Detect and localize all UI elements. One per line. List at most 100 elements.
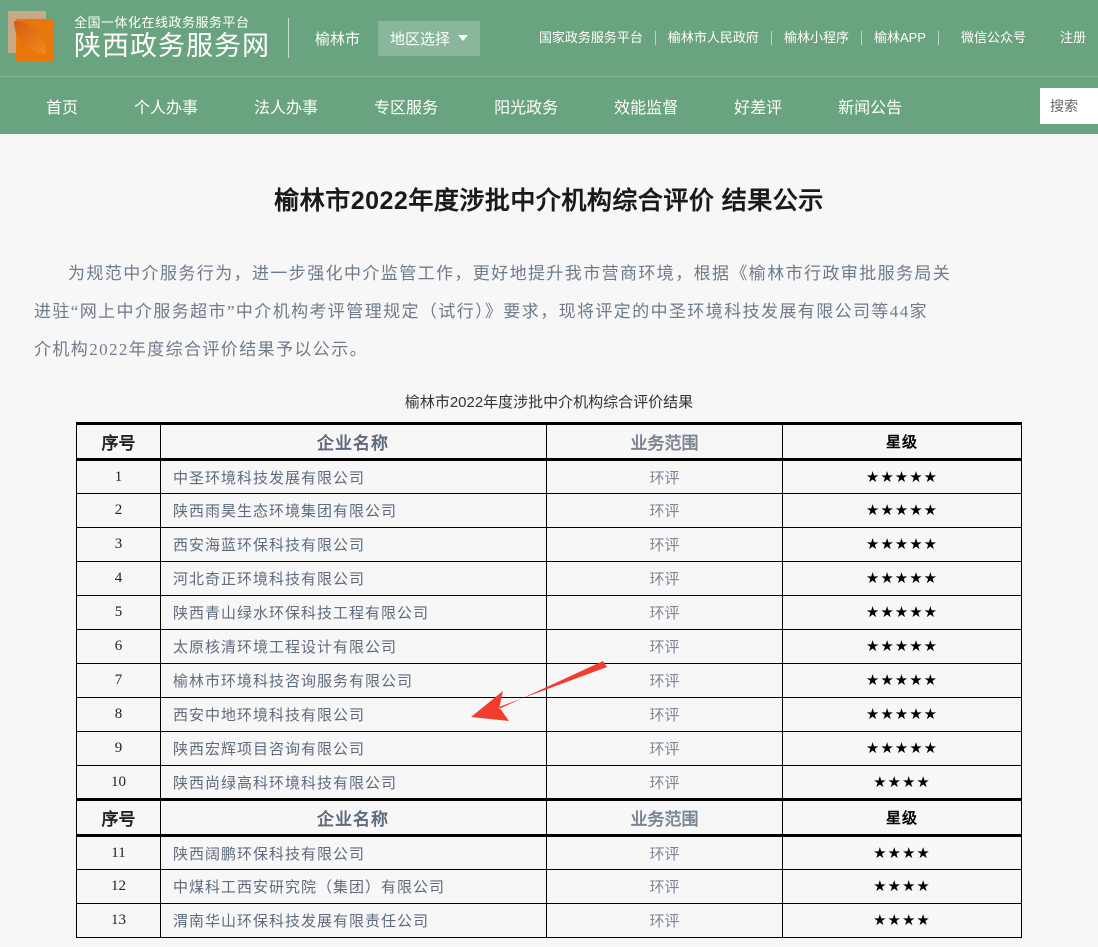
cell-no: 13: [76, 903, 161, 938]
leaf-squares-logo-icon: [4, 7, 62, 69]
cell-company-name: 陕西尚绿高科环境科技有限公司: [160, 765, 547, 801]
cell-stars: ★★★★: [782, 869, 1022, 904]
table-caption: 榆林市2022年度涉批中介机构综合评价结果: [404, 394, 694, 411]
table-row[interactable]: 6 太原核清环境工程设计有限公司 环评 ★★★★★: [76, 629, 1022, 664]
nav-item-sunshine-gov[interactable]: 阳光政务: [494, 99, 559, 117]
cell-no: 2: [76, 493, 161, 528]
table-row[interactable]: 12 中煤科工西安研究院（集团）有限公司 环评 ★★★★: [76, 869, 1022, 904]
table-row[interactable]: 7 榆林市环境科技咨询服务有限公司 环评 ★★★★★: [76, 663, 1022, 698]
cell-no: 7: [76, 663, 161, 698]
table-row[interactable]: 5 陕西青山绿水环保科技工程有限公司 环评 ★★★★★: [76, 595, 1022, 630]
top-link-mini-program[interactable]: 榆林小程序: [772, 30, 862, 46]
cell-scope: 环评: [546, 903, 783, 938]
region-select-button[interactable]: 地区选择: [378, 20, 481, 56]
cell-no: 6: [76, 629, 161, 664]
cell-company-name: 陕西宏辉项目咨询有限公司: [160, 731, 547, 766]
current-city-label: 榆林市: [315, 30, 361, 48]
table-row[interactable]: 11 陕西阔鹏环保科技有限公司 环评 ★★★★: [76, 835, 1022, 870]
cell-company-name: 太原核清环境工程设计有限公司: [160, 629, 547, 664]
cell-scope: 环评: [546, 765, 783, 801]
top-link-city-government[interactable]: 榆林市人民政府: [656, 30, 772, 46]
nav-item-efficiency[interactable]: 效能监督: [614, 99, 679, 117]
cell-no: 3: [76, 527, 161, 562]
main-navigation: 首页 个人办事 法人办事 专区服务 阳光政务 效能监督 好差评 新闻公告: [0, 76, 1098, 134]
cell-scope: 环评: [546, 629, 783, 664]
brand-block[interactable]: 全国一体化在线政务服务平台 陕西政务服务网: [0, 7, 270, 69]
nav-item-zone-service[interactable]: 专区服务: [374, 99, 439, 117]
table-row[interactable]: 2 陕西雨昊生态环境集团有限公司 环评 ★★★★★: [76, 493, 1022, 528]
top-link-register[interactable]: 注册: [1059, 29, 1086, 45]
cell-scope: 环评: [546, 663, 783, 698]
cell-scope: 环评: [546, 561, 783, 596]
body-paragraph-line-1: 为规范中介服务行为，进一步强化中介监管工作，更好地提升我市营商环境，根据《榆林市…: [68, 264, 952, 283]
page-title: 榆林市2022年度涉批中介机构综合评价 结果公示: [274, 187, 824, 215]
table-header-row: 序号 企业名称 业务范围 星级: [76, 422, 1022, 461]
cell-company-name: 中煤科工西安研究院（集团）有限公司: [160, 869, 547, 904]
cell-no: 9: [76, 731, 161, 766]
cell-scope: 环评: [546, 697, 783, 732]
column-header-scope: 业务范围: [546, 799, 783, 837]
top-link-app[interactable]: 榆林APP: [862, 30, 939, 46]
cell-stars: ★★★★★: [782, 561, 1022, 596]
cell-no: 11: [76, 835, 161, 870]
search-input[interactable]: [1040, 88, 1098, 124]
cell-stars: ★★★★★: [782, 697, 1022, 732]
cell-stars: ★★★★★: [782, 629, 1022, 664]
header-divider: [288, 18, 289, 58]
table-row[interactable]: 4 河北奇正环境科技有限公司 环评 ★★★★★: [76, 561, 1022, 596]
table-header-repeat: 序号 企业名称 业务范围 星级: [76, 799, 1022, 837]
table-body-part-2: 11 陕西阔鹏环保科技有限公司 环评 ★★★★ 12 中煤科工西安研究院（集团）有限公司环…: [76, 835, 1022, 938]
nav-item-legal-person[interactable]: 法人办事: [254, 99, 319, 117]
column-header-scope: 业务范围: [546, 422, 783, 461]
region-select-label: 地区选择: [390, 30, 451, 48]
top-link-wechat-official[interactable]: 微信公众号: [960, 29, 1026, 45]
cell-stars: ★★★★★: [782, 663, 1022, 698]
cell-scope: 环评: [546, 595, 783, 630]
table-head: 序号 企业名称 业务范围 星级: [76, 422, 1022, 461]
table-row[interactable]: 13 渭南华山环保科技发展有限责任公司 环评 ★★★★: [76, 903, 1022, 938]
cell-stars: ★★★★★: [782, 731, 1022, 766]
cell-company-name: 榆林市环境科技咨询服务有限公司: [160, 663, 547, 698]
nav-item-personal[interactable]: 个人办事: [134, 99, 199, 117]
chevron-down-icon: [458, 35, 469, 41]
site-header: 全国一体化在线政务服务平台 陕西政务服务网 榆林市 地区选择 国家政务服务平台 …: [0, 0, 1098, 76]
column-header-company: 企业名称: [160, 422, 547, 461]
cell-scope: 环评: [546, 493, 783, 528]
table-row[interactable]: 10 陕西尚绿高科环境科技有限公司 环评 ★★★★: [76, 765, 1022, 801]
cell-company-name: 陕西雨昊生态环境集团有限公司: [160, 493, 547, 528]
header-quick-links: 国家政务服务平台 榆林市人民政府 榆林小程序 榆林APP 微信公众号 注册: [527, 29, 1098, 46]
cell-stars: ★★★★: [782, 835, 1022, 870]
cell-scope: 环评: [546, 835, 783, 870]
top-link-national-platform[interactable]: 国家政务服务平台: [527, 30, 656, 46]
column-header-company: 企业名称: [160, 799, 547, 837]
cell-no: 12: [76, 869, 161, 904]
cell-stars: ★★★★★: [782, 459, 1022, 494]
column-header-stars: 星级: [782, 799, 1022, 837]
table-row[interactable]: 3 西安海蓝环保科技有限公司 环评 ★★★★★: [76, 527, 1022, 562]
cell-stars: ★★★★★: [782, 527, 1022, 562]
cell-company-name: 渭南华山环保科技发展有限责任公司: [160, 903, 547, 938]
column-header-no: 序号: [76, 422, 161, 461]
page-content: 榆林市2022年度涉批中介机构综合评价 结果公示 为规范中介服务行为，进一步强化…: [0, 134, 1098, 938]
cell-no: 1: [76, 459, 161, 494]
body-paragraph-line-2: 进驻“网上中介服务超市”中介机构考评管理规定（试行）》要求，现将评定的中圣环境科…: [34, 302, 928, 321]
cell-company-name: 陕西阔鹏环保科技有限公司: [160, 835, 547, 870]
nav-item-review[interactable]: 好差评: [734, 99, 783, 117]
column-header-stars: 星级: [782, 422, 1022, 461]
cell-no: 5: [76, 595, 161, 630]
table-row[interactable]: 1 中圣环境科技发展有限公司 环评 ★★★★★: [76, 459, 1022, 494]
nav-item-news[interactable]: 新闻公告: [838, 99, 903, 117]
brand-text: 全国一体化在线政务服务平台 陕西政务服务网: [74, 15, 270, 60]
cell-scope: 环评: [546, 459, 783, 494]
cell-company-name: 陕西青山绿水环保科技工程有限公司: [160, 595, 547, 630]
table-row[interactable]: 8 西安中地环境科技有限公司 环评 ★★★★★: [76, 697, 1022, 732]
cell-stars: ★★★★: [782, 765, 1022, 801]
cell-scope: 环评: [546, 527, 783, 562]
search-box[interactable]: [1040, 88, 1098, 124]
table-body-part-1: 1 中圣环境科技发展有限公司 环评 ★★★★★ 2 陕西雨昊生态环境集团有限公司 环评 ★★★…: [76, 459, 1022, 801]
main-nav-items: 首页 个人办事 法人办事 专区服务 阳光政务 效能监督 好差评 新闻公告: [0, 94, 930, 118]
cell-stars: ★★★★: [782, 903, 1022, 938]
table-row[interactable]: 9 陕西宏辉项目咨询有限公司 环评 ★★★★★: [76, 731, 1022, 766]
nav-item-home[interactable]: 首页: [46, 99, 79, 117]
cell-scope: 环评: [546, 869, 783, 904]
